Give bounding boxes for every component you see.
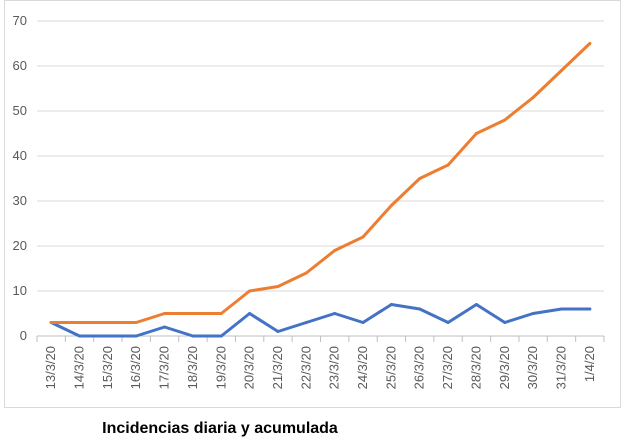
x-tick-label: 24/3/20 [355, 346, 370, 389]
x-tick-label: 14/3/20 [72, 346, 87, 389]
data-point [219, 312, 223, 315]
data-point [78, 321, 82, 324]
data-point [304, 271, 308, 275]
x-tick-label: 31/3/20 [553, 346, 568, 389]
data-point [361, 321, 365, 324]
data-point [474, 132, 478, 135]
chart-caption: Incidencias diaria y acumulada [102, 420, 338, 437]
data-point [163, 325, 167, 329]
y-tick-label: 10 [13, 283, 27, 298]
data-point [333, 249, 337, 252]
y-tick-label: 30 [13, 193, 27, 208]
data-point [191, 334, 195, 338]
x-tick-label: 28/3/20 [468, 346, 483, 389]
data-point [588, 307, 592, 311]
data-point [503, 321, 507, 324]
series-line-2 [49, 42, 592, 324]
data-point [304, 321, 308, 324]
x-tick-label: 15/3/20 [100, 346, 115, 389]
x-tick-label: 1/4/20 [582, 346, 597, 382]
x-tick-label: 26/3/20 [412, 346, 427, 389]
x-tick-label: 25/3/20 [383, 346, 398, 389]
data-point [531, 96, 535, 99]
y-tick-label: 40 [13, 148, 27, 163]
data-point [531, 312, 535, 315]
x-tick-label: 30/3/20 [525, 346, 540, 389]
data-point [248, 289, 252, 293]
x-tick-label: 20/3/20 [242, 346, 257, 389]
data-point [333, 312, 337, 315]
x-tick-label: 16/3/20 [128, 346, 143, 389]
data-point [49, 321, 53, 324]
data-point [134, 334, 138, 338]
data-point [163, 312, 167, 315]
y-tick-label: 60 [13, 58, 27, 73]
x-tick-label: 19/3/20 [213, 346, 228, 389]
y-tick-label: 70 [13, 13, 27, 28]
data-point [446, 321, 450, 324]
x-tick-label: 13/3/20 [43, 346, 58, 389]
data-point [389, 303, 393, 306]
data-point [474, 303, 478, 306]
x-tick-label: 18/3/20 [185, 346, 200, 389]
data-point [389, 204, 393, 207]
x-tick-label: 17/3/20 [157, 346, 172, 389]
data-point [106, 334, 110, 338]
data-point [191, 312, 195, 315]
data-point [418, 307, 422, 311]
data-point [134, 321, 138, 324]
data-point [361, 235, 365, 239]
x-tick-label: 27/3/20 [440, 346, 455, 389]
data-point [503, 118, 507, 122]
data-point [588, 42, 592, 45]
data-point [219, 334, 223, 338]
data-point [559, 69, 563, 72]
series-line-1 [49, 303, 592, 338]
data-point [418, 177, 422, 180]
data-point [78, 334, 82, 338]
x-tick-label: 29/3/20 [497, 346, 512, 389]
chart-frame [4, 0, 621, 408]
data-point [446, 163, 450, 167]
y-tick-label: 0 [20, 328, 27, 343]
data-point [276, 330, 280, 333]
x-tick-label: 21/3/20 [270, 346, 285, 389]
data-point [248, 312, 252, 315]
data-point [276, 285, 280, 288]
x-tick-label: 22/3/20 [298, 346, 313, 389]
x-tick-label: 23/3/20 [327, 346, 342, 389]
y-tick-label: 50 [13, 103, 27, 118]
y-tick-label: 20 [13, 238, 27, 253]
data-point [106, 321, 110, 324]
data-point [559, 307, 563, 311]
